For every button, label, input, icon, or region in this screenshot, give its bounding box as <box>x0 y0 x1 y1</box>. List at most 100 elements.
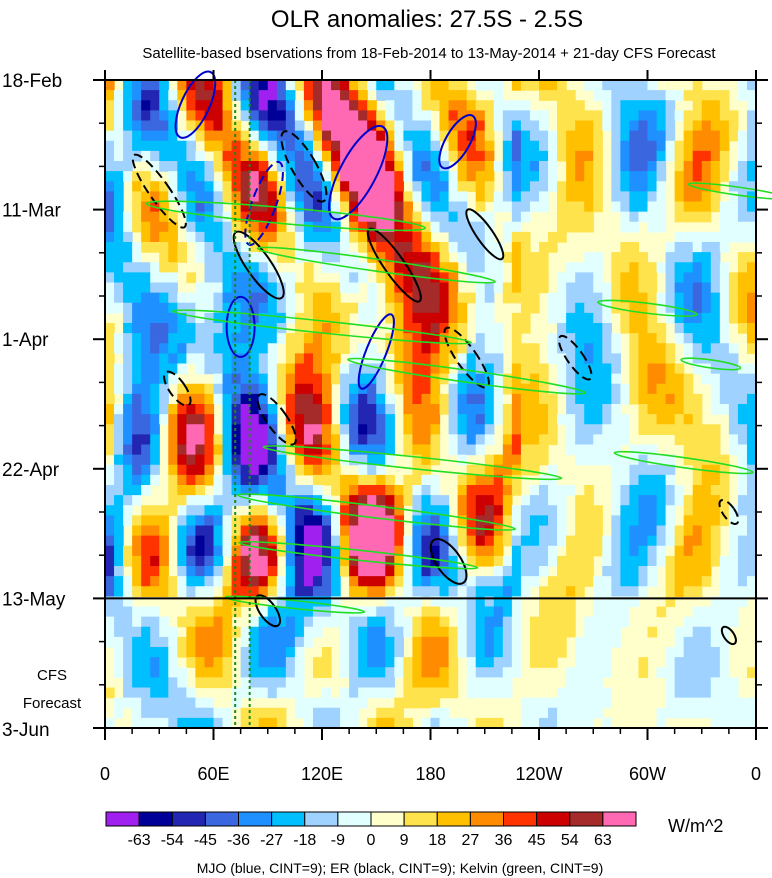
heatmap-cell <box>701 576 712 587</box>
heatmap-cell <box>566 262 576 273</box>
heatmap-cell <box>502 677 513 689</box>
heatmap-cell <box>123 393 133 405</box>
heatmap-cell <box>150 677 160 689</box>
heatmap-cell <box>421 120 432 132</box>
heatmap-cell <box>566 302 576 314</box>
heatmap-cell <box>484 211 495 223</box>
heatmap-cell <box>529 383 540 395</box>
heatmap-cell <box>475 353 486 365</box>
heatmap-cell <box>114 221 124 233</box>
heatmap-cell <box>701 211 712 223</box>
heatmap-cell <box>132 474 142 486</box>
heatmap-cell <box>439 515 450 527</box>
heatmap-cell <box>340 616 350 628</box>
heatmap-cell <box>403 424 414 435</box>
heatmap-cell <box>240 343 251 354</box>
heatmap-cell <box>710 383 721 395</box>
heatmap-cell <box>439 130 450 142</box>
heatmap-cell <box>710 181 721 192</box>
heatmap-cell <box>394 323 404 334</box>
heatmap-cell <box>665 474 676 486</box>
heatmap-cell <box>529 697 540 709</box>
heatmap-cell <box>267 383 278 395</box>
heatmap-cell <box>620 312 631 324</box>
heatmap-cell <box>575 424 585 435</box>
heatmap-cell <box>195 444 206 456</box>
heatmap-cell <box>421 353 432 365</box>
heatmap-cell <box>322 201 332 213</box>
heatmap-cell <box>186 515 197 527</box>
heatmap-cell <box>692 414 703 425</box>
heatmap-cell <box>367 221 377 233</box>
heatmap-cell <box>566 272 576 284</box>
heatmap-cell <box>141 343 151 354</box>
heatmap-cell <box>557 586 567 597</box>
heatmap-cell <box>421 393 432 405</box>
heatmap-cell <box>701 424 712 435</box>
heatmap-cell <box>276 626 287 638</box>
heatmap-cell <box>385 495 395 506</box>
heatmap-cell <box>294 130 305 142</box>
heatmap-cell <box>638 454 649 466</box>
heatmap-cell <box>403 474 414 486</box>
heatmap-cell <box>258 414 269 425</box>
heatmap-cell <box>258 576 269 587</box>
heatmap-cell <box>593 282 603 294</box>
heatmap-cell <box>267 302 278 314</box>
heatmap-cell <box>322 444 332 456</box>
heatmap-cell <box>557 272 567 284</box>
heatmap-cell <box>665 282 676 294</box>
heatmap-cell <box>566 404 576 415</box>
heatmap-cell <box>222 464 233 476</box>
heatmap-cell <box>294 667 305 678</box>
heatmap-cell <box>276 657 287 668</box>
heatmap-cell <box>656 525 667 537</box>
heatmap-cell <box>132 495 142 506</box>
heatmap-cell <box>105 393 115 405</box>
heatmap-cell <box>575 120 585 132</box>
heatmap-cell <box>421 373 432 385</box>
heatmap-cell <box>312 90 323 101</box>
heatmap-cell <box>385 566 395 577</box>
heatmap-cell <box>511 414 522 425</box>
heatmap-cell <box>349 171 359 182</box>
heatmap-cell <box>421 161 432 172</box>
heatmap-cell <box>331 485 341 496</box>
dotted-longitude-lines <box>234 80 251 728</box>
heatmap-cell <box>692 535 703 547</box>
heatmap-cell <box>674 282 685 294</box>
heatmap-cell <box>114 343 124 354</box>
heatmap-cell <box>448 171 459 182</box>
heatmap-cell <box>710 464 721 476</box>
heatmap-cell <box>159 282 169 294</box>
heatmap-cell <box>213 191 224 203</box>
heatmap-cell <box>213 140 224 152</box>
heatmap-cell <box>303 80 314 91</box>
heatmap-cell <box>123 485 133 496</box>
heatmap-cell <box>240 464 251 476</box>
heatmap-cell <box>358 444 368 456</box>
heatmap-cell <box>493 252 504 263</box>
heatmap-cell <box>737 292 748 304</box>
colorbar-label: 63 <box>594 832 612 849</box>
heatmap-cell <box>484 333 495 344</box>
heatmap-cell <box>421 383 432 395</box>
heatmap-cell <box>276 221 287 233</box>
heatmap-cell <box>267 636 278 648</box>
heatmap-cell <box>240 636 251 648</box>
heatmap-cell <box>430 343 441 354</box>
heatmap-cell <box>249 231 260 243</box>
heatmap-cell <box>529 576 540 587</box>
heatmap-cell <box>403 252 414 263</box>
heatmap-cell <box>548 404 558 415</box>
heatmap-cell <box>647 373 658 385</box>
heatmap-cell <box>466 211 477 223</box>
heatmap-cell <box>448 242 459 253</box>
heatmap-cell <box>150 697 160 709</box>
heatmap-cell <box>593 201 603 213</box>
heatmap-cell <box>683 120 694 132</box>
heatmap-cell <box>114 373 124 385</box>
heatmap-cell <box>159 191 169 203</box>
heatmap-cell <box>141 272 151 284</box>
heatmap-cell <box>448 201 459 213</box>
